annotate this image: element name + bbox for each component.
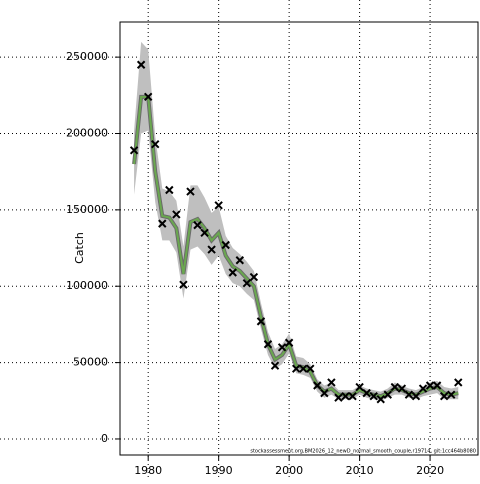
observation xyxy=(439,391,449,401)
y-tick-label: 150000 xyxy=(66,203,108,216)
observation xyxy=(193,220,202,230)
plot-frame xyxy=(119,21,479,456)
observation xyxy=(447,390,456,399)
observation xyxy=(235,256,245,265)
y-tick-label: 200000 xyxy=(66,126,108,139)
observation xyxy=(418,384,428,393)
observation xyxy=(362,388,371,398)
x-tick-label: 2000 xyxy=(275,464,303,477)
observation xyxy=(320,388,329,398)
observation xyxy=(200,228,209,237)
observation xyxy=(143,92,153,102)
observation xyxy=(341,391,350,401)
observation xyxy=(214,201,223,210)
y-tick-label: 100000 xyxy=(66,279,108,292)
x-tick-label: 1990 xyxy=(205,464,233,477)
observation xyxy=(129,146,139,155)
x-tick-label: 2020 xyxy=(416,464,444,477)
observation xyxy=(432,381,442,390)
observation xyxy=(151,139,160,149)
x-tick-label: 2010 xyxy=(346,464,374,477)
observation xyxy=(334,393,343,402)
observation xyxy=(277,343,287,352)
y-tick-label: 250000 xyxy=(66,50,108,63)
observation xyxy=(158,219,167,228)
observation xyxy=(165,185,174,195)
observation xyxy=(327,378,336,387)
observation xyxy=(249,272,259,282)
y-tick-label: 0 xyxy=(101,432,108,445)
observation xyxy=(454,378,463,387)
observation xyxy=(383,390,393,399)
observation xyxy=(136,60,146,69)
observation xyxy=(306,364,315,373)
observation xyxy=(355,382,364,392)
observation xyxy=(404,390,414,399)
observation xyxy=(172,210,181,219)
observation xyxy=(256,317,266,326)
observation xyxy=(270,361,280,370)
observation xyxy=(242,278,252,288)
observation xyxy=(186,187,195,196)
observation xyxy=(348,391,357,401)
observation xyxy=(263,340,273,349)
observation xyxy=(313,381,322,390)
observation xyxy=(390,382,400,392)
x-tick-label: 1980 xyxy=(134,464,162,477)
observation xyxy=(284,338,294,347)
observation xyxy=(228,268,237,277)
y-axis-label: Catch xyxy=(73,232,86,264)
confidence-band xyxy=(134,41,459,401)
observation xyxy=(397,384,407,393)
observation xyxy=(425,381,435,390)
observation xyxy=(369,391,378,401)
observation xyxy=(179,280,188,289)
observation xyxy=(221,240,230,250)
observation xyxy=(411,391,421,401)
observation xyxy=(291,364,301,373)
footnote: stockassessment.org,BM2026_12_newD_norma… xyxy=(250,449,476,455)
observation xyxy=(207,245,216,254)
y-tick-label: 50000 xyxy=(73,356,108,369)
observation xyxy=(299,364,308,373)
observation xyxy=(376,395,385,404)
